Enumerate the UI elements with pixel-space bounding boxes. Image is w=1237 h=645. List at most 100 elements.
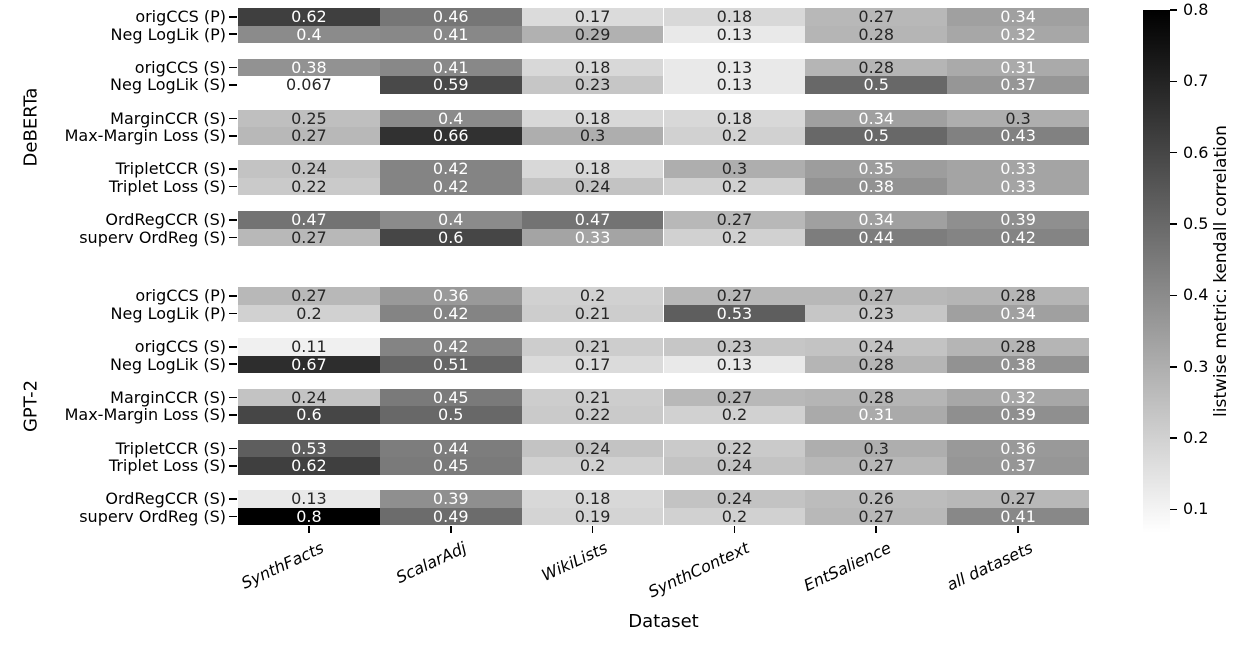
heatmap-cell: 0.27: [805, 457, 948, 475]
heatmap-cell: 0.36: [947, 440, 1089, 458]
heatmap-cell: 0.2: [521, 287, 664, 305]
heatmap-cell: 0.24: [805, 338, 948, 356]
heatmap-cell: 0.37: [947, 76, 1089, 94]
x-tick-label: SynthFacts: [238, 538, 327, 594]
heatmap-cell: 0.2: [663, 508, 806, 526]
heatmap-cell: 0.27: [238, 287, 380, 305]
colorbar-tick-mark: [1170, 9, 1177, 11]
heatmap-cell: 0.42: [379, 305, 522, 323]
colorbar-gradient: [1143, 10, 1170, 533]
y-tick-mark: [229, 396, 237, 399]
heatmap-cell: 0.41: [947, 508, 1089, 526]
colorbar-tick-label: 0.3: [1183, 356, 1209, 376]
heatmap-cell: 0.28: [947, 338, 1089, 356]
y-tick-mark: [229, 66, 237, 69]
y-tick-mark: [229, 84, 237, 86]
y-tick-mark: [229, 185, 237, 188]
heatmap-cell: 0.28: [805, 389, 948, 407]
heatmap-cell: 0.39: [379, 490, 522, 508]
heatmap-cell: 0.37: [947, 457, 1089, 475]
row-label: TripletCCR (S): [115, 438, 226, 458]
heatmap-cell: 0.42: [947, 229, 1089, 247]
row-label: superv OrdReg (S): [79, 506, 226, 526]
heatmap-cell: 0.36: [379, 287, 522, 305]
heatmap-cell: 0.47: [238, 211, 380, 229]
x-tick-mark: [733, 526, 736, 534]
heatmap-cell: 0.34: [947, 305, 1089, 323]
heatmap-cell: 0.067: [238, 76, 380, 94]
colorbar-tick-label: 0.2: [1183, 428, 1209, 448]
heatmap-cell: 0.5: [805, 127, 948, 145]
heatmap-cell: 0.31: [805, 406, 948, 424]
heatmap-cell: 0.18: [521, 59, 664, 77]
row-label: Max-Margin Loss (S): [64, 126, 226, 146]
heatmap-cell: 0.3: [947, 110, 1089, 128]
heatmap-cell: 0.41: [379, 25, 522, 43]
y-tick-mark: [229, 33, 237, 36]
heatmap-cell: 0.3: [521, 127, 664, 145]
heatmap-cell: 0.38: [805, 178, 948, 196]
y-tick-mark: [229, 465, 237, 467]
colorbar-tick-label: 0.6: [1183, 142, 1209, 162]
row-label: origCCS (S): [134, 337, 226, 356]
heatmap-cell: 0.28: [947, 287, 1089, 305]
heatmap-cell: 0.38: [238, 59, 380, 77]
colorbar-tick-label: 0.5: [1183, 214, 1209, 234]
heatmap-cell: 0.22: [663, 440, 806, 458]
heatmap-cell: 0.18: [521, 160, 664, 178]
y-tick-mark: [229, 515, 237, 518]
row-label: origCCS (S): [134, 57, 226, 77]
x-tick-mark: [875, 526, 878, 534]
heatmap-cell: 0.17: [521, 355, 664, 373]
row-label: Neg LogLik (P): [110, 24, 226, 44]
heatmap-cell: 0.34: [805, 110, 948, 128]
heatmap-cell: 0.2: [663, 178, 806, 196]
heatmap-cell: 0.24: [521, 178, 664, 196]
heatmap-cell: 0.5: [805, 76, 948, 94]
heatmap-cell: 0.18: [663, 110, 806, 128]
heatmap-cell: 0.6: [379, 229, 522, 247]
heatmap-cell: 0.13: [238, 490, 380, 508]
y-tick-mark: [229, 236, 237, 239]
colorbar-tick-label: 0.4: [1183, 285, 1209, 305]
heatmap-cell: 0.23: [663, 338, 806, 356]
x-tick-label: ScalarAdj: [392, 538, 469, 588]
x-tick-label: WikiLists: [538, 538, 611, 586]
colorbar-tick-mark: [1170, 151, 1177, 154]
heatmap-cell: 0.2: [663, 229, 806, 247]
heatmap-cell: 0.41: [379, 59, 522, 77]
heatmap-cell: 0.53: [238, 440, 380, 458]
x-tick-label: all datasets: [944, 538, 1037, 595]
heatmap-cell: 0.18: [521, 490, 664, 508]
heatmap-cell: 0.2: [521, 457, 664, 475]
heatmap-cell: 0.24: [238, 160, 380, 178]
heatmap-cell: 0.49: [379, 508, 522, 526]
heatmap-cell: 0.24: [238, 389, 380, 407]
heatmap-cell: 0.44: [805, 229, 948, 247]
y-tick-mark: [229, 219, 237, 221]
heatmap-cell: 0.13: [663, 355, 806, 373]
heatmap-cell: 0.13: [663, 59, 806, 77]
heatmap-cell: 0.3: [805, 440, 948, 458]
heatmap-cell: 0.13: [663, 25, 806, 43]
row-label: Neg LogLik (S): [110, 354, 226, 374]
row-label: Triplet Loss (S): [108, 456, 226, 476]
x-tick-label: EntSalience: [801, 538, 895, 596]
heatmap-cell: 0.17: [521, 8, 664, 26]
y-tick-mark: [229, 498, 237, 500]
x-tick-mark: [591, 526, 594, 534]
row-label: Triplet Loss (S): [108, 176, 226, 196]
heatmap-cell: 0.27: [805, 287, 948, 305]
colorbar-tick-mark: [1170, 294, 1177, 297]
heatmap-cell: 0.27: [238, 229, 380, 247]
row-label: Neg LogLik (S): [110, 75, 226, 95]
y-tick-mark: [229, 135, 237, 137]
heatmap-cell: 0.62: [238, 8, 380, 26]
heatmap-cell: 0.21: [521, 305, 664, 323]
y-tick-mark: [229, 117, 237, 120]
y-tick-mark: [229, 447, 237, 450]
heatmap-cell: 0.27: [663, 287, 806, 305]
heatmap-cell: 0.13: [663, 76, 806, 94]
heatmap-cell: 0.33: [521, 229, 664, 247]
heatmap-cell: 0.42: [379, 178, 522, 196]
